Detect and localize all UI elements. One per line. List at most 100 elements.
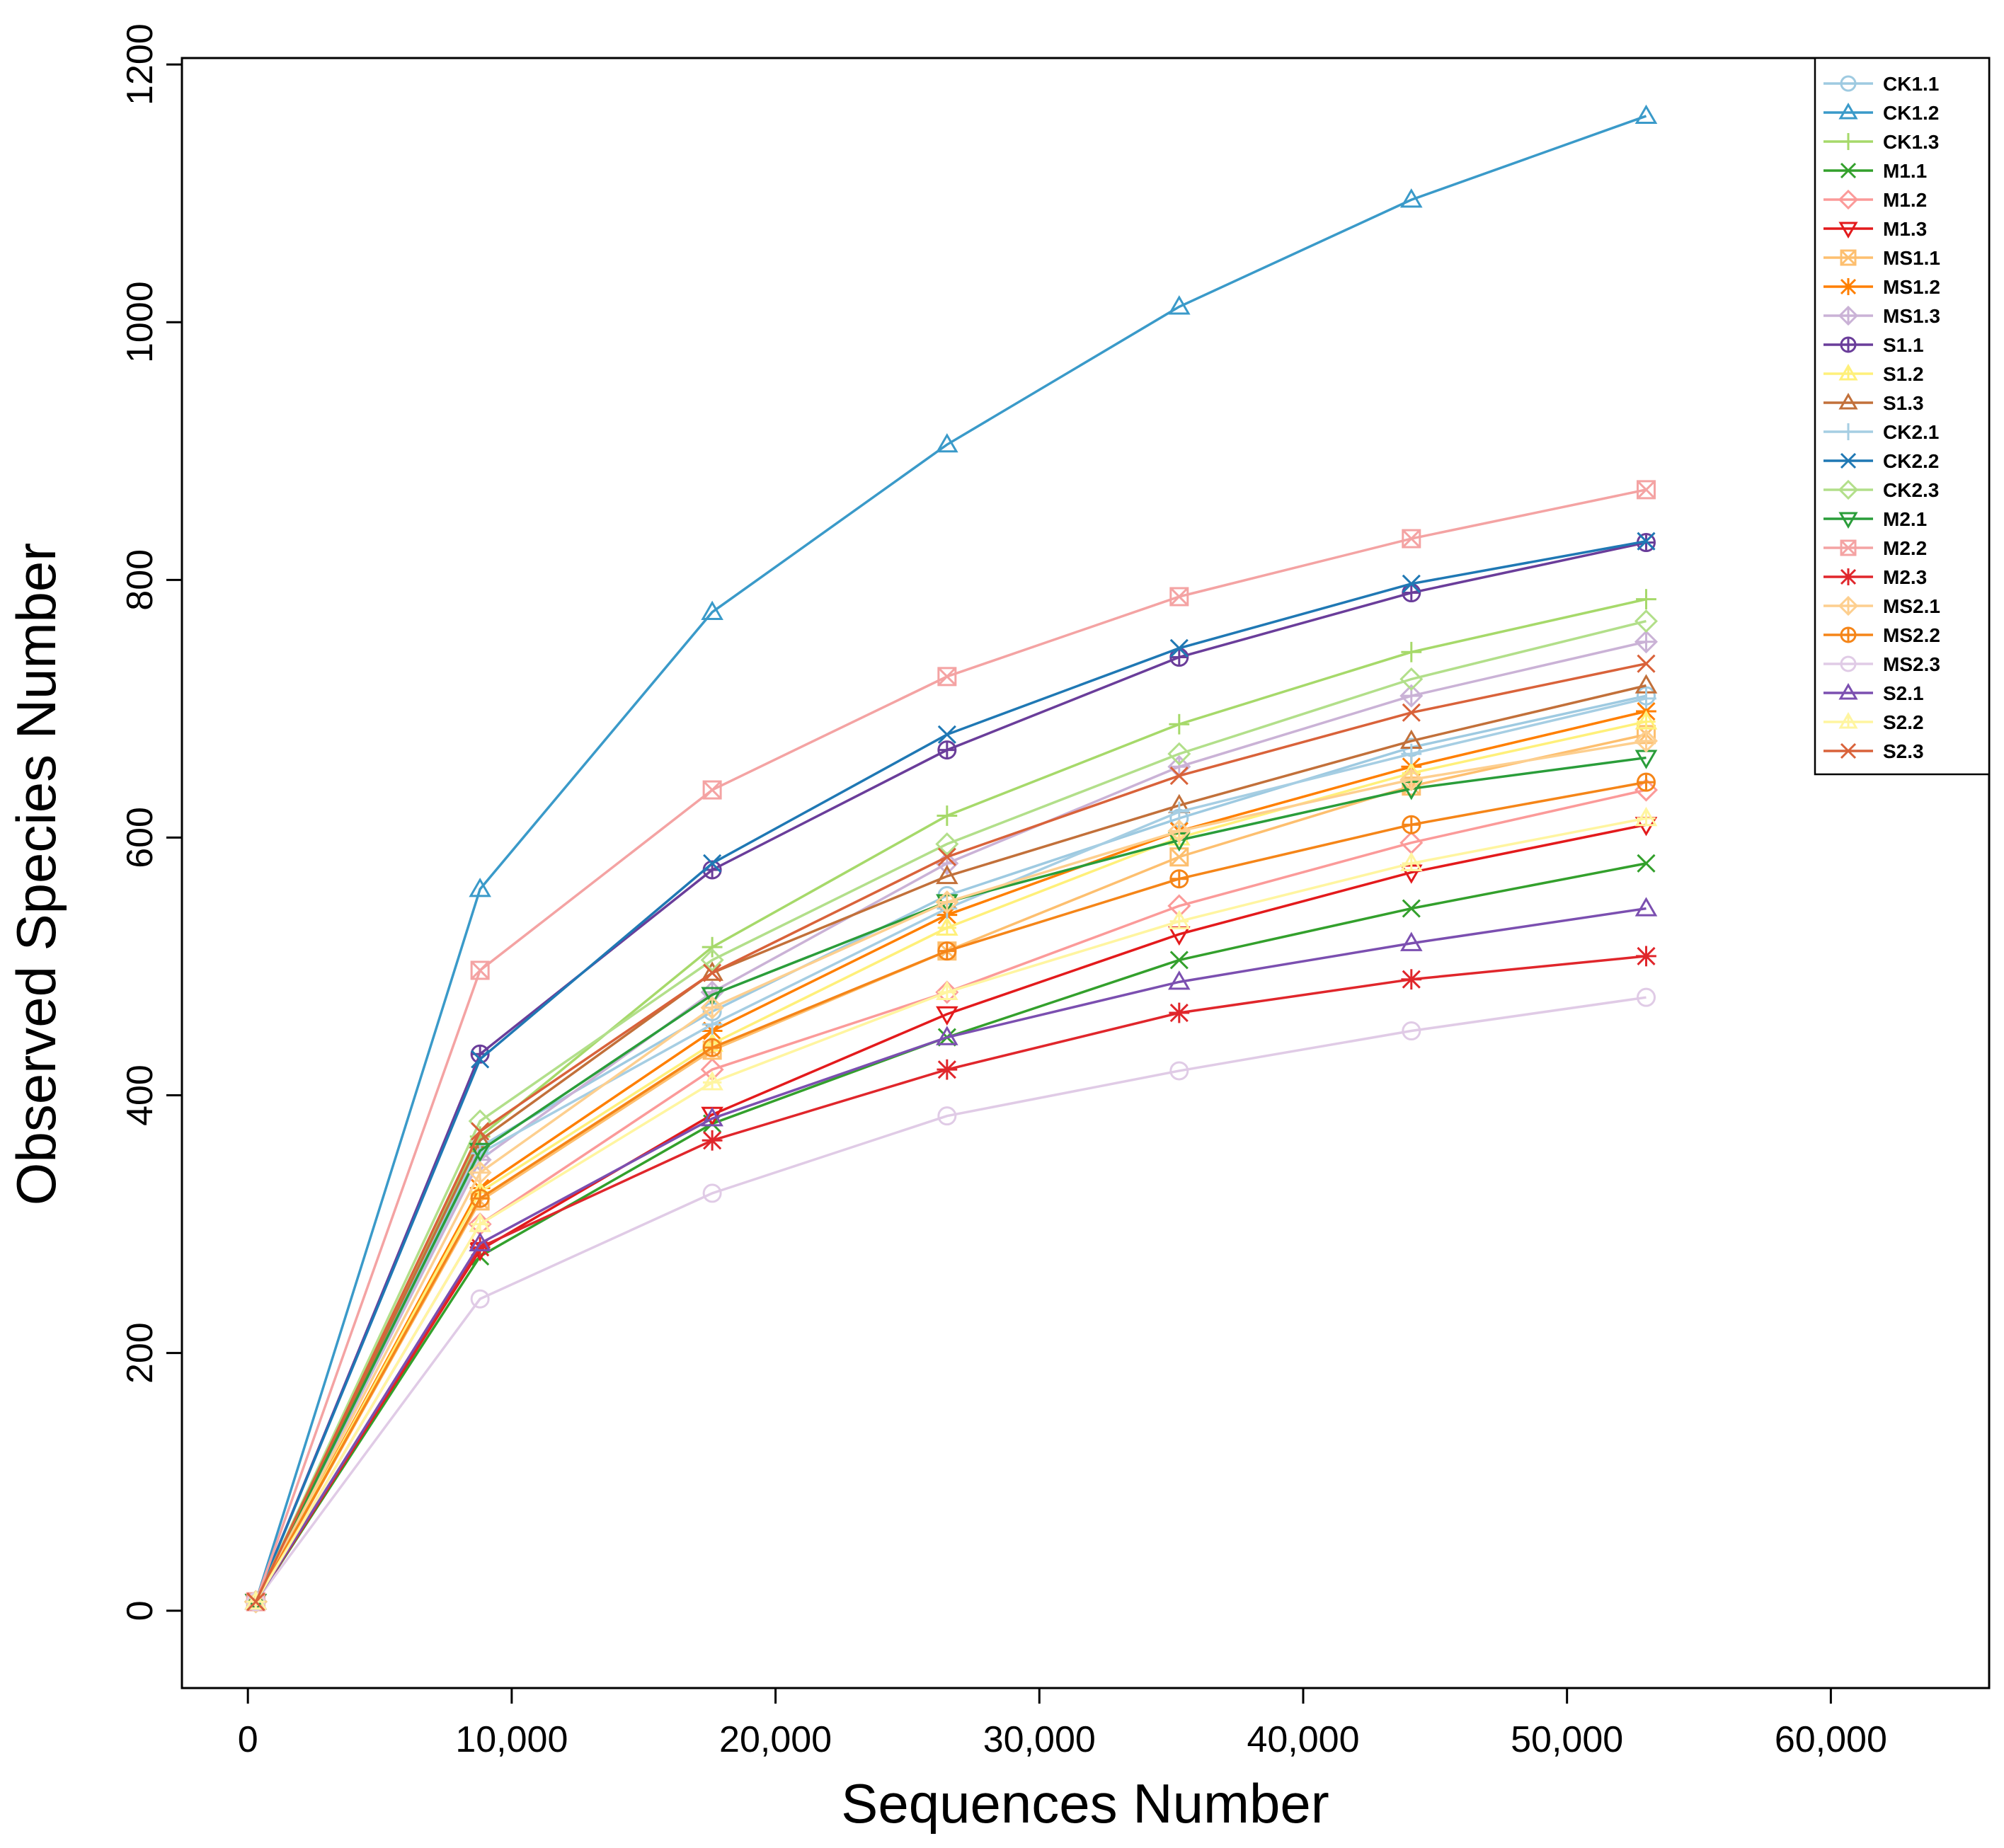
- data-point-ck1-2: [1634, 104, 1658, 125]
- data-point-ck2-2: [703, 854, 722, 873]
- data-point-ck2-1: [1401, 743, 1422, 764]
- legend-marker: [1840, 452, 1857, 469]
- legend-item: CK2.1: [1823, 421, 1939, 443]
- legend-item: S2.1: [1823, 682, 1924, 704]
- data-point-ms2-3: [937, 1106, 957, 1126]
- legend-item: S1.2: [1823, 363, 1924, 385]
- data-point-ck2-2: [1637, 532, 1656, 551]
- data-point-s2-1: [701, 1107, 723, 1127]
- data-point-ck1-3: [1636, 589, 1656, 610]
- series-line-s2-1: [254, 907, 1647, 1602]
- legend-item: CK1.2: [1823, 102, 1939, 124]
- data-point-s2-1: [1168, 970, 1191, 990]
- legend-label: M2.3: [1883, 566, 1927, 588]
- data-point-ck1-3: [1401, 641, 1422, 662]
- data-point-m1-1: [1402, 899, 1421, 918]
- series-m2-3: [245, 946, 1656, 1612]
- data-point-m2-3: [1401, 969, 1422, 990]
- legend-item: M2.1: [1823, 508, 1927, 530]
- data-point-s2-3: [937, 847, 956, 866]
- data-point-s2-1: [1399, 931, 1423, 951]
- legend-label: S2.1: [1883, 682, 1924, 704]
- legend-item: S1.1: [1823, 334, 1924, 356]
- data-point-ms2-3: [1636, 987, 1656, 1007]
- legend-label: M2.2: [1883, 537, 1927, 559]
- x-tick-label: 60,000: [1775, 1719, 1887, 1760]
- x-tick-label: 10,000: [455, 1719, 568, 1760]
- legend-item: M2.2: [1823, 537, 1927, 559]
- legend-marker: [1840, 423, 1857, 440]
- data-point-s2-3: [1637, 654, 1656, 673]
- legend-marker: [1840, 162, 1857, 179]
- legend-label: CK2.1: [1883, 421, 1939, 443]
- legend-marker: [1838, 305, 1859, 326]
- data-point-s2-1: [1634, 897, 1658, 917]
- data-point-ms2-3: [1402, 1021, 1421, 1041]
- legend: CK1.1 CK1.2 CK1.3 M1.1 M1.2 M1.3 MS1.1 MS1.2 MS1…: [1814, 57, 1991, 776]
- legend-label: M1.3: [1883, 218, 1927, 240]
- data-point-s2-2: [469, 1212, 491, 1232]
- data-point-s1-2: [936, 916, 958, 936]
- series-ms2-2: [246, 772, 1656, 1612]
- legend-label: M2.1: [1883, 508, 1927, 530]
- y-tick-label: 400: [120, 1064, 161, 1126]
- legend-item: CK1.1: [1823, 73, 1939, 95]
- data-point-s2-1: [469, 1232, 491, 1252]
- data-point-ms2-1: [468, 1161, 492, 1185]
- legend-marker: [1838, 222, 1858, 239]
- data-point-s2-1: [936, 1026, 958, 1045]
- data-point-ck1-2: [701, 600, 723, 620]
- data-point-ck2-2: [471, 1050, 490, 1069]
- y-axis-title: Observed Species Number: [5, 543, 67, 1205]
- y-tick-label: 1000: [120, 281, 161, 363]
- data-point-ck2-2: [937, 725, 956, 744]
- data-point-ms2-2: [702, 1038, 722, 1057]
- legend-label: MS1.1: [1883, 247, 1940, 269]
- data-point-ms2-2: [1636, 772, 1656, 792]
- legend-label: CK1.2: [1883, 102, 1939, 124]
- data-point-ck1-2: [936, 432, 958, 453]
- data-point-s1-3: [936, 864, 958, 885]
- legend-marker: [1840, 539, 1857, 556]
- legend-label: MS1.3: [1883, 305, 1940, 327]
- data-point-ck1-3: [937, 805, 958, 826]
- legend-label: CK1.1: [1883, 73, 1939, 95]
- legend-label: S1.1: [1883, 334, 1924, 356]
- data-point-ms2-1: [1167, 819, 1191, 843]
- series-layer: [244, 104, 1659, 1614]
- legend-label: CK2.2: [1883, 450, 1939, 472]
- legend-marker: [1838, 479, 1859, 500]
- legend-item: M1.2: [1823, 189, 1927, 211]
- legend-marker: [1838, 683, 1858, 700]
- legend-marker: [1838, 595, 1859, 616]
- data-point-m1-1: [1637, 854, 1656, 873]
- legend-label: S1.2: [1883, 363, 1924, 385]
- data-point-ck2-2: [1402, 574, 1421, 593]
- legend-marker: [1840, 626, 1857, 643]
- legend-marker: [1840, 278, 1857, 295]
- data-point-ck2-3: [1167, 742, 1191, 766]
- data-point-ms2-2: [937, 941, 957, 961]
- legend-marker: [1838, 712, 1858, 729]
- data-point-ck1-3: [702, 936, 723, 958]
- data-point-ck2-3: [935, 832, 959, 856]
- data-point-ms2-3: [702, 1183, 722, 1203]
- plot-frame: [181, 57, 1991, 1689]
- legend-marker: [1840, 655, 1857, 672]
- data-point-s2-2: [1634, 806, 1658, 827]
- data-point-ms1-3: [1634, 630, 1659, 654]
- data-point-s2-3: [471, 1122, 490, 1141]
- legend-item: S1.3: [1823, 392, 1924, 414]
- series-line-ck1-2: [254, 115, 1647, 1602]
- data-point-m2-2: [702, 780, 722, 800]
- data-point-s2-3: [1402, 703, 1421, 722]
- y-tick-label: 800: [120, 549, 161, 611]
- data-point-m2-2: [1636, 480, 1656, 500]
- x-axis-title: Sequences Number: [841, 1772, 1329, 1835]
- legend-marker: [1840, 75, 1857, 92]
- data-point-s1-1: [1402, 583, 1421, 603]
- data-point-s2-3: [703, 963, 722, 982]
- legend-marker: [1838, 393, 1858, 410]
- x-tick-label: 40,000: [1247, 1719, 1359, 1760]
